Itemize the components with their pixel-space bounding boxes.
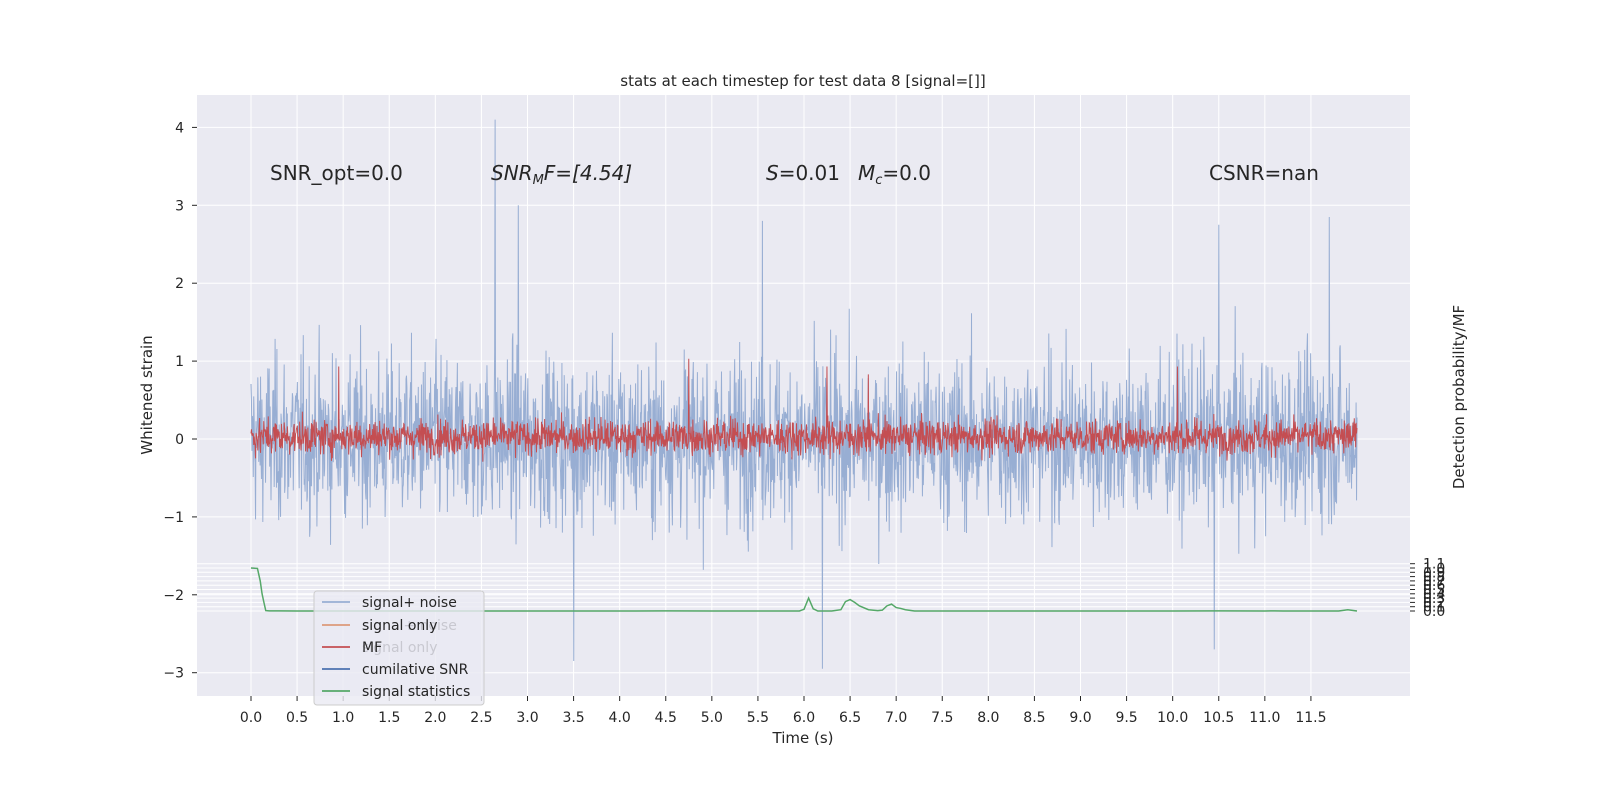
annotation-mc-main: M [858,161,875,185]
x-tick-label: 11.0 [1249,710,1280,726]
y2-tick-label: 0.2 [1423,595,1445,611]
x-tick-label: 7.5 [931,710,953,726]
x-tick-label: 1.0 [332,710,354,726]
y-tick-label: −2 [163,588,184,604]
annotation-snr-mf-sub: M [533,173,544,188]
legend-entry-signal-only: signal only [362,618,437,634]
x-tick-label: 8.5 [1023,710,1045,726]
y-tick-label: 3 [175,198,184,214]
x-tick-label: 5.5 [747,710,769,726]
y-axis-ticks: −3 −2 −1 0 1 2 3 4 [163,120,197,682]
legend-entry-signal-noise: signal+ noise [362,595,457,611]
x-tick-label: 6.0 [793,710,815,726]
annotation-snr-opt: SNR_opt=0.0 [270,161,403,185]
y-tick-label: 1 [175,354,184,370]
series-signal-statistics-line [250,567,1358,612]
x-tick-label: 11.5 [1295,710,1326,726]
x-tick-label: 0.5 [286,710,308,726]
annotation-csnr: CSNR=nan [1209,161,1319,185]
annotation-s-main: S [766,161,779,185]
legend-entry-cumulative-snr: cumilative SNR [362,662,469,678]
y2-tick-label: 1.0 [1423,561,1445,577]
x-tick-label: 0.0 [240,710,262,726]
x-tick-label: 2.5 [470,710,492,726]
legend-ghost-entry-1: signal only [362,640,437,656]
y2-tick-label: 0.0 [1423,604,1445,620]
y2-tick-label: 1.1 [1423,557,1445,573]
legend-box [313,590,485,706]
legend: signal+ noise signal only signal statist… [313,590,485,706]
y2-tick-label: 0.3 [1423,591,1445,607]
annotation-s-rest: =0.01 [779,161,840,185]
x-tick-label: 9.0 [1069,710,1091,726]
annotation-snr-mf: SNRMF=[4.54] [491,161,632,188]
x-tick-label: 5.0 [701,710,723,726]
legend-ghost-entry-0: signal+ noise [362,618,457,634]
trace-layer [250,119,1358,669]
x-tick-label: 6.5 [839,710,861,726]
x-tick-label: 4.0 [609,710,631,726]
x-tick-label: 10.0 [1157,710,1188,726]
y-tick-label: 4 [175,120,184,136]
legend-entry-mf: MF [362,640,382,656]
x-tick-label: 9.5 [1115,710,1137,726]
y-axis-label: Whitened strain [138,335,156,454]
y2-tick-label: 0.5 [1423,583,1445,599]
x-axis-label: Time (s) [772,729,834,747]
y2-tick-label: 0.1 [1423,600,1445,616]
annotation-snr-mf-main: SNR [491,161,533,185]
y2-tick-label: 0.6 [1423,578,1445,594]
x-tick-label: 7.0 [885,710,907,726]
y2-axis-label: Detection probability/MF [1450,305,1468,489]
y2-axis-ticks: 0.00.10.20.30.40.50.60.70.80.91.01.1 [1410,557,1445,620]
legend-entry-signal-statistics: signal statistics [362,684,470,700]
x-tick-label: 3.5 [562,710,584,726]
y2-tick-label: 0.4 [1423,587,1445,603]
chart-title: stats at each timestep for test data 8 [… [620,72,985,90]
x-tick-label: 10.5 [1203,710,1234,726]
annotation-mc: Mc=0.0 [858,161,931,188]
y2-tick-label: 0.8 [1423,570,1445,586]
x-axis-ticks: 0.0 0.5 1.0 1.5 2.0 2.5 3.0 3.5 4.0 4.5 5.0 5.5 6.0 6… [240,696,1327,726]
y2-tick-label: 0.7 [1423,574,1445,590]
x-tick-label: 8.0 [977,710,999,726]
series-mf-line [250,358,1358,462]
y2-tick-label: 0.9 [1423,565,1445,581]
y-tick-label: 0 [175,432,184,448]
annotation-s: S=0.01 [766,161,840,185]
y-tick-label: −3 [163,666,184,682]
grid-lines [197,95,1410,696]
y-tick-label: −1 [163,510,184,526]
y-tick-label: 2 [175,276,184,292]
annotation-mc-sub: c [875,173,882,188]
x-tick-label: 4.5 [655,710,677,726]
annotation-mc-rest: =0.0 [882,161,931,185]
annotation-snr-mf-rest: F=[4.54] [544,161,632,185]
annotations: SNR_opt=0.0 SNRMF=[4.54] S=0.01 Mc=0.0 C… [270,161,1319,188]
legend-ghost-entry-2: signal statistics [362,684,470,700]
x-tick-label: 3.0 [516,710,538,726]
x-tick-label: 1.5 [378,710,400,726]
x-tick-label: 2.0 [424,710,446,726]
